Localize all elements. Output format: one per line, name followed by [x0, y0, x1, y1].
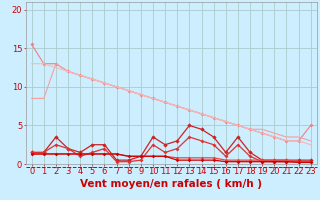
X-axis label: Vent moyen/en rafales ( km/h ): Vent moyen/en rafales ( km/h ): [80, 179, 262, 189]
